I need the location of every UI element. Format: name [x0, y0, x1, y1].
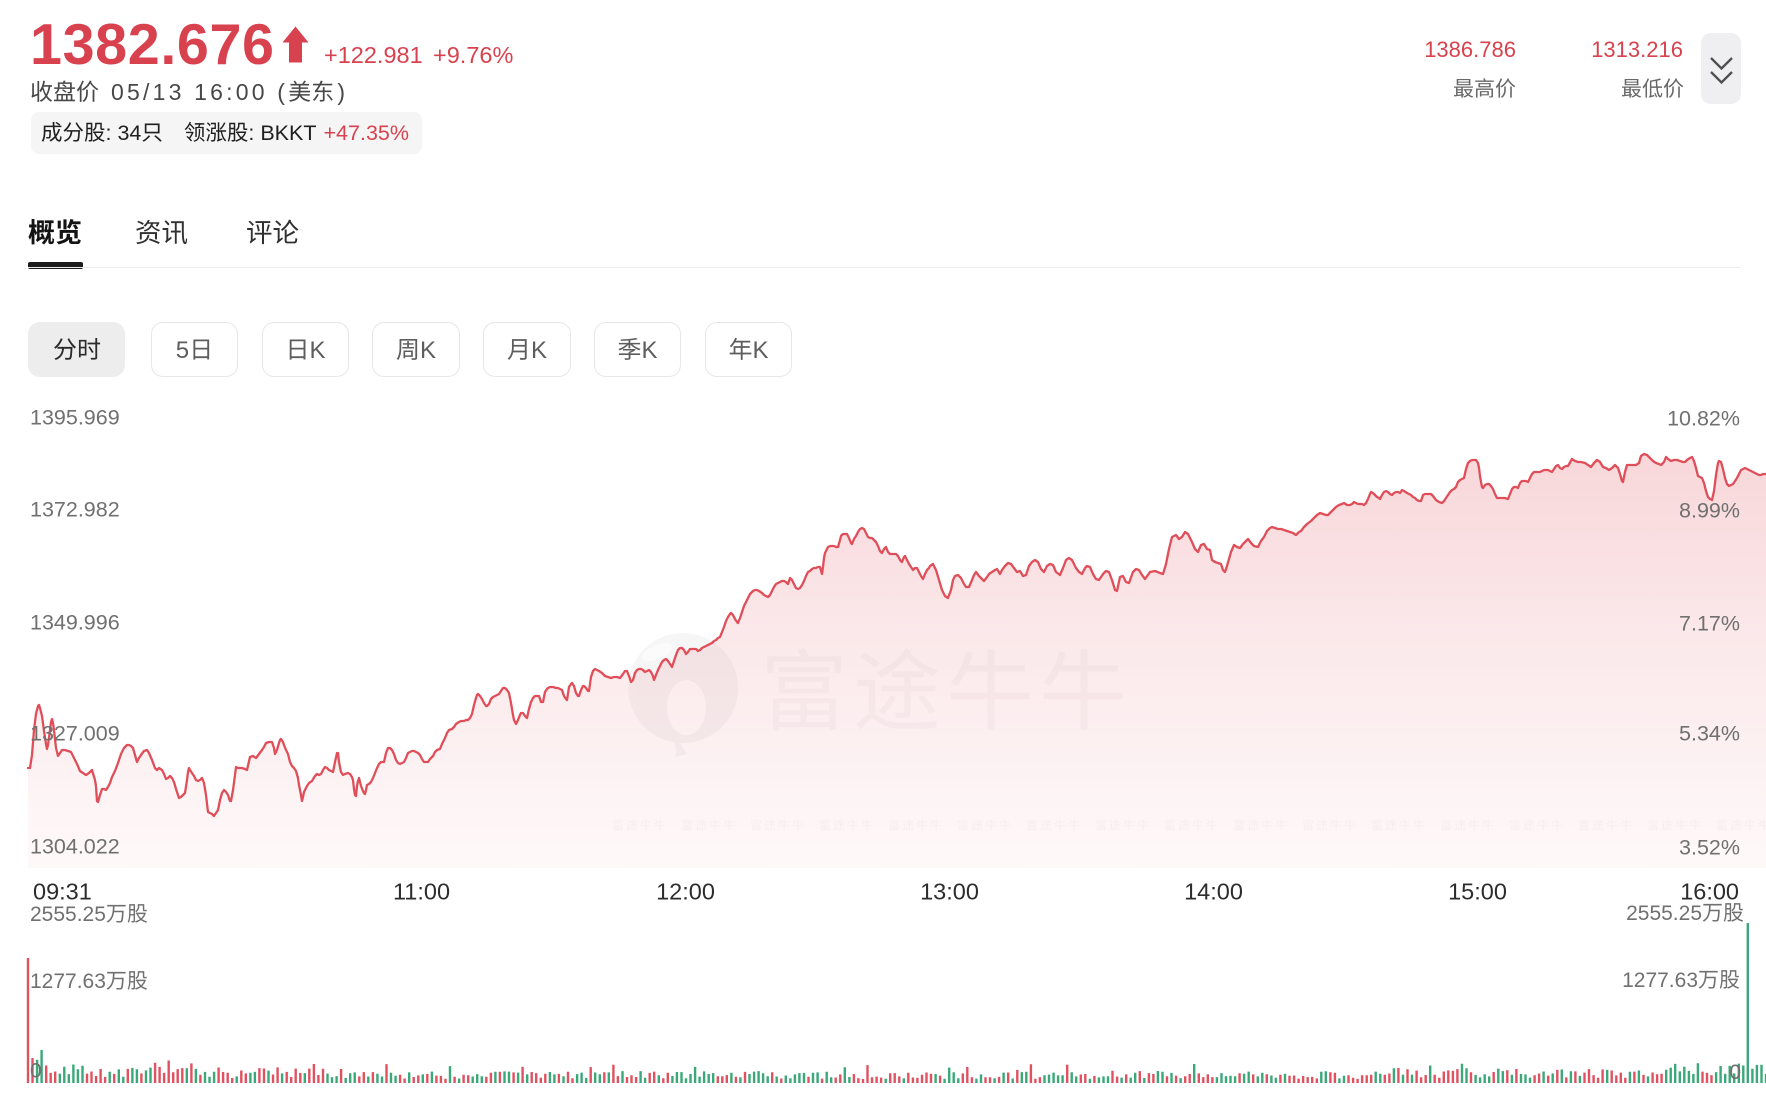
- svg-text:+122.981: +122.981: [324, 42, 423, 68]
- svg-text:11:00: 11:00: [393, 879, 450, 905]
- svg-text:1349.996: 1349.996: [30, 611, 120, 635]
- svg-text:1313.216: 1313.216: [1591, 37, 1683, 62]
- svg-text:09:31: 09:31: [33, 879, 92, 905]
- svg-text:+47.35%: +47.35%: [324, 121, 409, 145]
- svg-text:0: 0: [30, 1060, 42, 1083]
- svg-text:12:00: 12:00: [656, 879, 715, 905]
- svg-text:1395.969: 1395.969: [30, 406, 120, 430]
- svg-text:16:00: 16:00: [1680, 879, 1739, 905]
- svg-text:3.52%: 3.52%: [1679, 836, 1740, 860]
- svg-text:1382.676: 1382.676: [30, 13, 275, 77]
- svg-text:K: K: [531, 337, 547, 364]
- svg-text:): ): [337, 79, 345, 105]
- svg-text:10.82%: 10.82%: [1667, 407, 1740, 431]
- svg-text:05/13 16:00 (: 05/13 16:00 (: [111, 79, 288, 105]
- svg-text:1327.009: 1327.009: [30, 722, 120, 746]
- svg-text:K: K: [310, 337, 326, 364]
- svg-text:1372.982: 1372.982: [30, 498, 120, 522]
- svg-text:: 34: : 34: [106, 121, 142, 145]
- svg-text:2555.25: 2555.25: [1626, 902, 1702, 925]
- svg-text:15:00: 15:00: [1448, 879, 1507, 905]
- svg-text:K: K: [642, 337, 658, 364]
- svg-text:13:00: 13:00: [920, 879, 979, 905]
- svg-text:5: 5: [176, 337, 189, 364]
- svg-text:7.17%: 7.17%: [1679, 612, 1740, 636]
- svg-text:1277.63: 1277.63: [1622, 969, 1698, 992]
- svg-text:8.99%: 8.99%: [1679, 499, 1740, 523]
- svg-text:1386.786: 1386.786: [1424, 37, 1516, 62]
- svg-text:K: K: [753, 337, 769, 364]
- svg-text:1304.022: 1304.022: [30, 835, 120, 859]
- svg-text:14:00: 14:00: [1184, 879, 1243, 905]
- svg-text:1277.63: 1277.63: [30, 970, 106, 993]
- svg-text:2555.25: 2555.25: [30, 903, 106, 926]
- svg-text:0: 0: [1729, 1061, 1741, 1084]
- svg-text:+9.76%: +9.76%: [433, 42, 513, 68]
- svg-text:: BKKT: : BKKT: [248, 121, 316, 145]
- svg-text:5.34%: 5.34%: [1679, 722, 1740, 746]
- svg-text:K: K: [420, 337, 436, 364]
